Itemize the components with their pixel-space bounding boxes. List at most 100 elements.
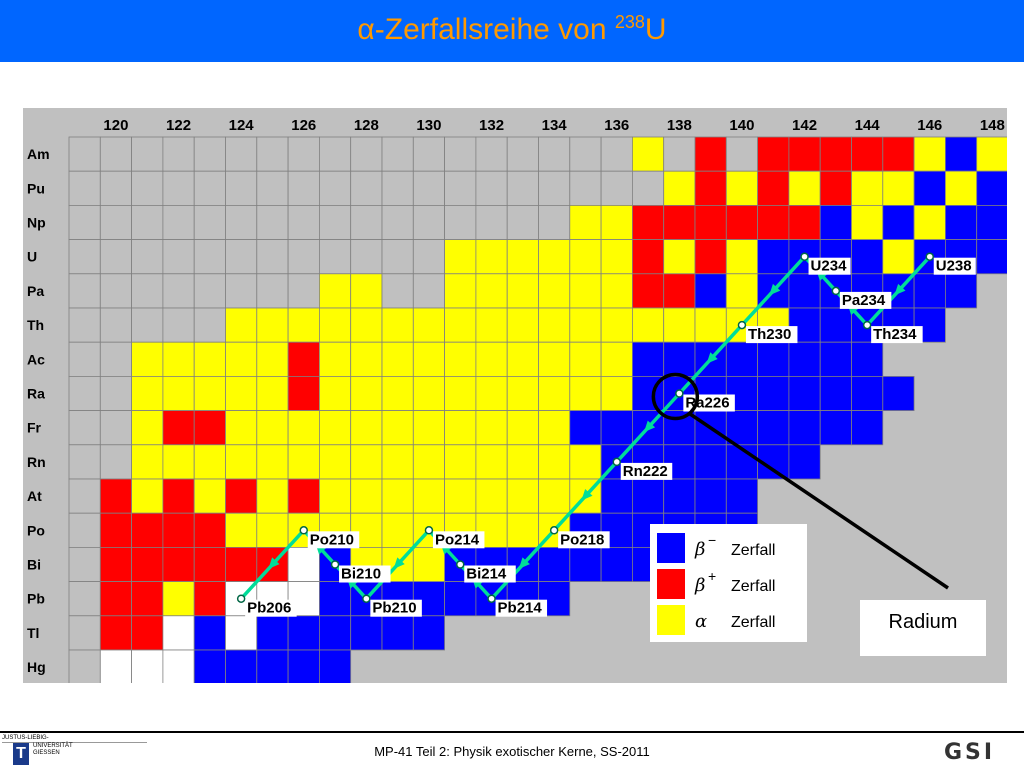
nuclide-cell <box>193 581 226 617</box>
decay-node <box>330 560 340 569</box>
nuclide-cell <box>381 375 414 411</box>
neutron-tick-label: 120 <box>103 117 128 134</box>
nuclide-cell <box>412 375 445 411</box>
nuclide-cell <box>444 239 477 275</box>
nuclide-cell <box>318 444 352 480</box>
nuclide-label: Pb214 <box>498 600 543 617</box>
nuclide-cell <box>225 410 258 446</box>
legend-label: Zerfall <box>731 542 775 559</box>
nuclide-cell <box>256 410 289 446</box>
decay-node <box>737 320 747 330</box>
nuclide-cell <box>381 136 414 172</box>
nuclide-cell <box>287 273 320 309</box>
nuclide-cell <box>538 205 571 241</box>
nuclide-cell <box>694 307 727 343</box>
nuclide-cell <box>381 307 414 343</box>
nuclide-cell <box>381 615 414 651</box>
nuclide-cell <box>256 444 289 480</box>
nuclide-cell <box>256 307 289 343</box>
neutron-tick-label: 122 <box>166 117 191 134</box>
nuclide-cell <box>68 341 101 377</box>
university-name-lines: UNIVERSITÄT GIESSEN <box>33 743 73 757</box>
nuclide-cell <box>99 170 133 206</box>
nuclide-cell <box>788 136 821 172</box>
nuclide-cell <box>757 341 790 377</box>
nuclide-cell <box>506 444 539 480</box>
legend-label: Zerfall <box>731 578 775 595</box>
nuclide-cell <box>851 205 884 241</box>
nuclide-label: Pb206 <box>247 600 291 617</box>
element-axis: Am Pu Np U Pa Th Ac Ra Fr Rn At Po Bi Pb Tl Hg <box>27 146 50 675</box>
neutron-tick-label: 138 <box>667 117 692 134</box>
neutron-tick-label: 124 <box>229 117 255 134</box>
neutron-tick-label: 126 <box>291 117 316 134</box>
nuclide-cell <box>694 170 727 206</box>
nuclide-cell <box>193 273 226 309</box>
nuclide-label: Bi214 <box>466 566 507 583</box>
nuclide-label: Th234 <box>873 326 917 343</box>
nuclide-cell <box>788 375 821 411</box>
nuclide-cell <box>506 170 539 206</box>
legend-label: Zerfall <box>731 614 775 631</box>
nuclide-cell <box>569 546 602 582</box>
nuclide-cell <box>819 170 852 206</box>
nuclide-cell <box>757 410 790 446</box>
nuclide-cell <box>412 615 445 651</box>
nuclide-cell <box>788 341 821 377</box>
nuclide-cell <box>287 136 320 172</box>
nuclide-cell <box>788 444 821 480</box>
nuclide-cell <box>945 273 978 309</box>
radium-highlight-circle <box>651 372 700 421</box>
legend-swatch <box>657 569 685 599</box>
nuclide-cell <box>350 170 383 206</box>
nuclide-cell <box>256 205 289 241</box>
nuclide-cell <box>350 307 383 343</box>
nuclide-cell <box>694 239 727 275</box>
decay-arrow <box>393 557 405 569</box>
nuclide-cell <box>68 478 101 514</box>
nuclide-cell <box>162 478 195 514</box>
university-emblem-icon: T <box>13 743 29 765</box>
nuclide-cell <box>506 341 539 377</box>
decay-node <box>424 526 434 535</box>
nuclide-cell <box>663 239 696 275</box>
nuclide-cell <box>506 239 539 275</box>
nuclide-cell <box>632 239 665 275</box>
nuclide-cell <box>256 649 289 683</box>
nuclide-cell <box>225 273 258 309</box>
nuclide-cell <box>412 478 445 514</box>
nuclide-cell <box>162 273 195 309</box>
nuclide-cell <box>225 170 258 206</box>
nuclide-cell <box>569 307 602 343</box>
nuclide-cell <box>318 581 352 617</box>
nuclide-cell <box>225 444 258 480</box>
logo-rule <box>2 742 147 743</box>
nuclide-cell <box>913 136 946 172</box>
neutron-tick-label: 142 <box>792 117 817 134</box>
nuclide-cell <box>506 136 539 172</box>
nuclide-cell <box>131 615 164 651</box>
nuclide-cell <box>131 546 164 582</box>
nuclide-cell <box>538 410 571 446</box>
nuclide-cell <box>162 341 195 377</box>
nuclide-cell <box>162 444 195 480</box>
nuclide-cell <box>600 170 633 206</box>
nuclide-cell <box>538 444 571 480</box>
nuclide-cell <box>99 581 133 617</box>
nuclide-cell <box>600 546 633 582</box>
nuclide-cell <box>225 512 258 548</box>
nuclide-cell <box>851 341 884 377</box>
nuclide-cell <box>68 170 101 206</box>
nuclide-cell <box>600 239 633 275</box>
legend-swatch <box>657 605 685 635</box>
neutron-axis: 120 122 124 126 128 130 132 134 136 138 140 142 144 1… <box>103 117 1004 134</box>
nuclide-cell <box>945 170 978 206</box>
element-label: Pa <box>27 283 44 299</box>
decay-node <box>800 252 809 261</box>
nuclide-cell <box>538 170 571 206</box>
legend-symbol: β <box>694 539 705 560</box>
nuclide-cell <box>725 239 758 275</box>
nuclide-cell <box>538 273 571 309</box>
university-logo: JUSTUS-LIEBIG- T UNIVERSITÄT GIESSEN <box>2 735 152 767</box>
nuclide-cell <box>287 615 320 651</box>
